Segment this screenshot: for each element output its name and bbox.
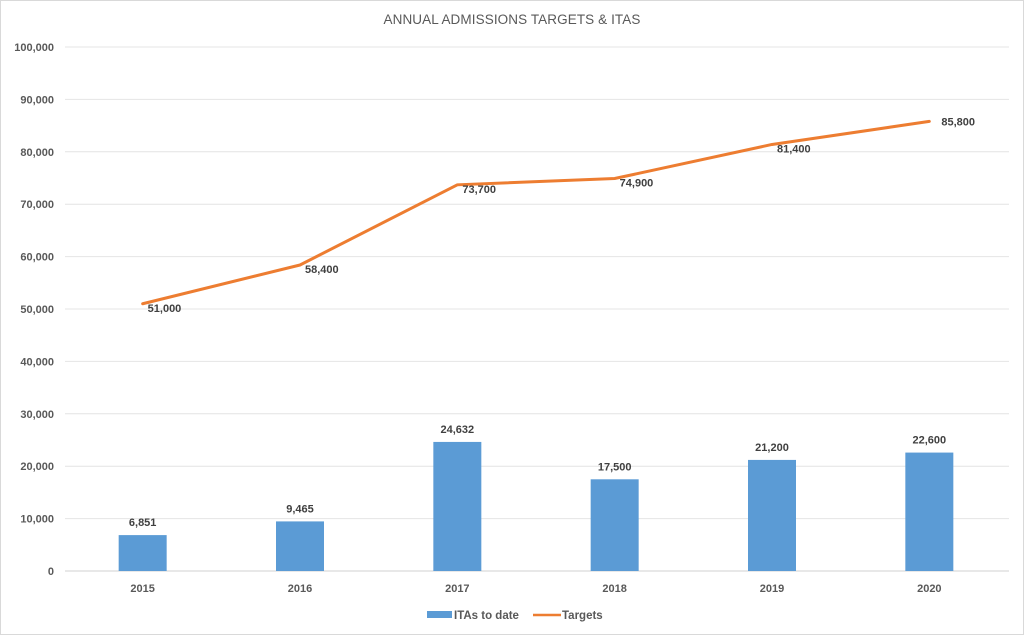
line-series-targets (141, 119, 931, 306)
bar-data-label: 24,632 (441, 424, 475, 436)
bar-data-label: 9,465 (286, 503, 314, 515)
bar (590, 479, 639, 571)
line-data-label: 81,400 (777, 143, 811, 155)
legend-label-itas: ITAs to date (454, 610, 519, 622)
y-tick-label: 80,000 (20, 147, 54, 159)
bar-data-label: 21,200 (755, 442, 789, 454)
targets-line (141, 119, 931, 306)
x-tick-label: 2019 (760, 583, 784, 595)
line-data-label: 74,900 (620, 178, 654, 190)
x-tick-label: 2017 (445, 583, 469, 595)
y-axis: 0 10,000 20,000 30,000 40,000 50,000 60,000 70,… (14, 42, 54, 578)
legend-swatch-itas (427, 611, 452, 618)
bar (276, 521, 324, 571)
x-tick-label: 2018 (602, 583, 626, 595)
y-tick-label: 10,000 (20, 514, 54, 526)
y-tick-label: 50,000 (20, 304, 54, 316)
data-labels: 6,851 9,465 24,632 17,500 21,200 22,600 51,000… (129, 116, 975, 529)
line-data-label: 85,800 (941, 116, 975, 128)
line-data-label: 51,000 (148, 303, 182, 315)
y-tick-label: 20,000 (20, 461, 54, 473)
x-tick-label: 2015 (130, 583, 154, 595)
bar (118, 535, 167, 571)
chart-title: ANNUAL ADMISSIONS TARGETS & ITAS (383, 12, 640, 27)
y-tick-label: 70,000 (20, 199, 54, 211)
bar (748, 459, 796, 571)
y-tick-label: 40,000 (20, 356, 54, 368)
line-data-label: 73,700 (462, 184, 496, 196)
bar-series-itas (118, 441, 954, 571)
y-tick-label: 90,000 (20, 94, 54, 106)
y-tick-label: 60,000 (20, 252, 54, 264)
y-tick-label: 0 (48, 566, 54, 578)
x-tick-label: 2020 (917, 583, 941, 595)
x-tick-label: 2016 (288, 583, 312, 595)
bar (905, 452, 954, 571)
line-data-label: 58,400 (305, 264, 339, 276)
y-tick-label: 100,000 (14, 42, 54, 54)
bar-data-label: 22,600 (913, 435, 947, 447)
bar-data-label: 17,500 (598, 461, 632, 473)
bar-data-label: 6,851 (129, 517, 157, 529)
gridlines (65, 46, 1009, 572)
x-axis: 2015 2016 2017 2018 2019 2020 (130, 583, 941, 595)
y-tick-label: 30,000 (20, 409, 54, 421)
bar (433, 441, 482, 571)
legend-label-targets: Targets (562, 610, 603, 622)
legend: ITAs to date Targets (427, 610, 603, 622)
